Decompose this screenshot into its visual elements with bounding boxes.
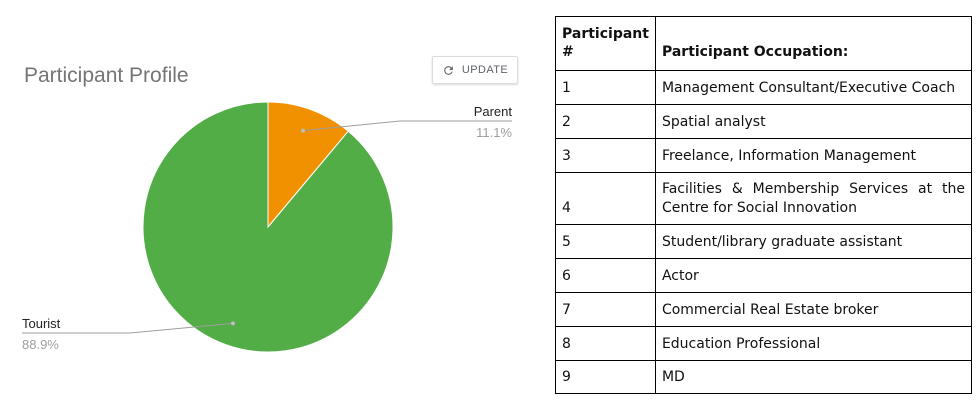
header-participant-occupation: Participant Occupation: — [654, 16, 973, 71]
slice-label-parent: Parent — [474, 104, 513, 119]
table-row: 8 Education Professional — [555, 326, 973, 361]
refresh-icon — [442, 64, 455, 77]
table-row: 3 Freelance, Information Management — [555, 138, 973, 173]
slice-percent-parent: 11.1% — [476, 125, 512, 140]
participant-number-cell: 4 — [555, 172, 656, 225]
participant-number-cell: 6 — [555, 258, 656, 293]
chart-title: Participant Profile — [24, 64, 189, 87]
leader-dot-parent — [301, 128, 306, 133]
participant-occupation-cell: Education Professional — [654, 326, 973, 361]
participant-number-cell: 8 — [555, 326, 656, 361]
leader-dot-tourist — [230, 321, 235, 326]
chart-panel: Participant Profile UPDATE Parent 11.1% To… — [22, 56, 518, 353]
table-row: 5 Student/library graduate assistant — [555, 224, 973, 259]
participant-number-cell: 9 — [555, 360, 656, 394]
participant-occupation-cell: Student/library graduate assistant — [654, 224, 973, 259]
participant-number-cell: 7 — [555, 292, 656, 327]
update-button[interactable]: UPDATE — [432, 56, 518, 84]
leader-line-parent — [302, 120, 512, 132]
pie-chart: Parent 11.1% Tourist 88.9% — [22, 101, 513, 353]
participant-occupation-cell: Facilities & Membership Services at the … — [654, 172, 973, 225]
participant-number-cell: 1 — [555, 70, 656, 105]
slice-label-tourist: Tourist — [22, 316, 61, 331]
participant-occupation-cell: Spatial analyst — [654, 104, 973, 139]
pie-slice-tourist[interactable] — [142, 101, 394, 353]
table-row: 2 Spatial analyst — [555, 104, 973, 139]
pie-slice-parent[interactable] — [267, 101, 349, 229]
participant-number-cell: 3 — [555, 138, 656, 173]
participant-number-cell: 2 — [555, 104, 656, 139]
participant-occupation-cell: Commercial Real Estate broker — [654, 292, 973, 327]
table-row: 9 MD — [555, 360, 973, 394]
header-participant-number: Participant # — [555, 16, 656, 71]
table-row: 7 Commercial Real Estate broker — [555, 292, 973, 327]
participant-occupation-cell: Management Consultant/Executive Coach — [654, 70, 973, 105]
participant-occupation-cell: Freelance, Information Management — [654, 138, 973, 173]
participant-number-cell: 5 — [555, 224, 656, 259]
table-header-row: Participant # Participant Occupation: — [555, 16, 973, 71]
table-row: 4 Facilities & Membership Services at the… — [555, 172, 973, 225]
slice-percent-tourist: 88.9% — [22, 337, 59, 352]
participant-occupation-cell: MD — [654, 360, 973, 394]
table-row: 6 Actor — [555, 258, 973, 293]
update-button-label: UPDATE — [461, 64, 509, 76]
leader-line-tourist — [22, 322, 234, 334]
table-row: 1 Management Consultant/Executive Coach — [555, 70, 973, 105]
participant-occupation-cell: Actor — [654, 258, 973, 293]
